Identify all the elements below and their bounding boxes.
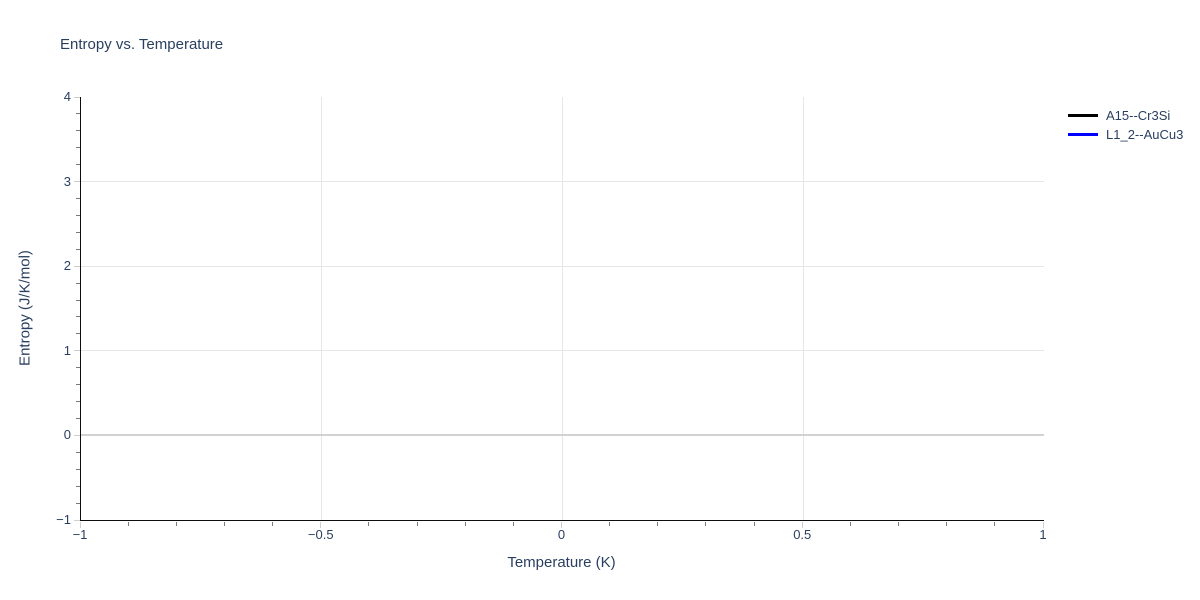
chart-title: Entropy vs. Temperature <box>60 36 224 53</box>
y-minor-tick <box>76 282 80 284</box>
x-minor-tick <box>416 521 418 526</box>
x-minor-tick <box>946 521 948 526</box>
y-tick-label: −1 <box>56 512 71 527</box>
x-minor-tick <box>898 521 900 526</box>
y-major-tick <box>74 434 80 436</box>
x-minor-tick <box>223 521 225 526</box>
y-tick-label: 3 <box>63 173 71 189</box>
gridline-vertical <box>562 97 563 520</box>
y-minor-tick <box>76 147 80 149</box>
y-minor-tick <box>76 113 80 115</box>
y-minor-tick <box>76 299 80 301</box>
gridline-vertical <box>321 97 323 520</box>
legend-label: A15--Cr3Si <box>1106 108 1171 123</box>
x-tick-label: 1 <box>1039 527 1047 542</box>
x-tick-label: 0.5 <box>793 527 812 542</box>
y-major-tick <box>74 181 80 183</box>
x-major-tick <box>561 521 562 528</box>
legend-entry[interactable]: A15--Cr3Si <box>1068 106 1183 125</box>
y-tick-label: 4 <box>63 89 71 104</box>
x-tick-label: −0.5 <box>307 527 334 542</box>
x-major-tick <box>320 521 322 528</box>
y-major-tick <box>74 96 80 98</box>
legend: A15--Cr3Si L1_2--AuCu3 <box>1068 106 1183 144</box>
y-major-tick <box>74 265 80 267</box>
y-minor-tick <box>76 401 80 403</box>
y-minor-tick <box>76 198 80 200</box>
x-major-tick <box>79 521 81 528</box>
x-axis-title: Temperature (K) <box>507 554 616 571</box>
x-tick-label: −1 <box>72 527 88 542</box>
x-major-tick <box>1042 521 1044 528</box>
legend-line-swatch <box>1068 133 1098 136</box>
y-minor-tick <box>76 214 80 216</box>
legend-entry[interactable]: L1_2--AuCu3 <box>1068 125 1183 144</box>
y-minor-tick <box>76 451 80 453</box>
y-minor-tick <box>76 248 80 250</box>
series-lines <box>81 97 1044 520</box>
x-minor-tick <box>609 521 611 526</box>
y-minor-tick <box>76 417 80 419</box>
gridline-horizontal <box>81 350 1044 352</box>
y-tick-label: 2 <box>63 258 71 274</box>
y-major-tick <box>74 350 80 352</box>
x-minor-tick <box>753 521 755 526</box>
x-minor-tick <box>272 521 274 526</box>
y-minor-tick <box>76 468 80 470</box>
x-minor-tick <box>849 521 851 526</box>
y-minor-tick <box>76 333 80 335</box>
gridline-vertical <box>802 97 804 520</box>
x-minor-tick <box>127 521 129 526</box>
x-major-tick <box>801 521 803 528</box>
y-tick-label: 1 <box>63 342 71 358</box>
x-minor-tick <box>657 521 659 526</box>
y-minor-tick <box>76 502 80 504</box>
y-tick-label: 0 <box>63 427 71 443</box>
plot-area[interactable] <box>80 97 1044 521</box>
x-minor-tick <box>994 521 996 526</box>
y-minor-tick <box>76 384 80 386</box>
x-minor-tick <box>368 521 370 526</box>
x-minor-tick <box>512 521 514 526</box>
legend-line-swatch <box>1068 114 1098 117</box>
y-minor-tick <box>76 485 80 487</box>
gridline-horizontal <box>81 181 1044 183</box>
y-minor-tick <box>76 367 80 369</box>
y-minor-tick <box>76 231 80 233</box>
y-minor-tick <box>76 164 80 166</box>
x-minor-tick <box>175 521 177 526</box>
zeroline <box>81 434 1044 437</box>
x-minor-tick <box>705 521 707 526</box>
y-major-tick <box>74 519 80 521</box>
y-axis-title: Entropy (J/K/mol) <box>16 250 34 366</box>
x-tick-label: 0 <box>557 527 566 542</box>
gridline-horizontal <box>81 265 1044 267</box>
x-minor-tick <box>464 521 466 526</box>
legend-label: L1_2--AuCu3 <box>1106 127 1184 142</box>
y-minor-tick <box>76 130 80 132</box>
y-minor-tick <box>76 316 80 318</box>
